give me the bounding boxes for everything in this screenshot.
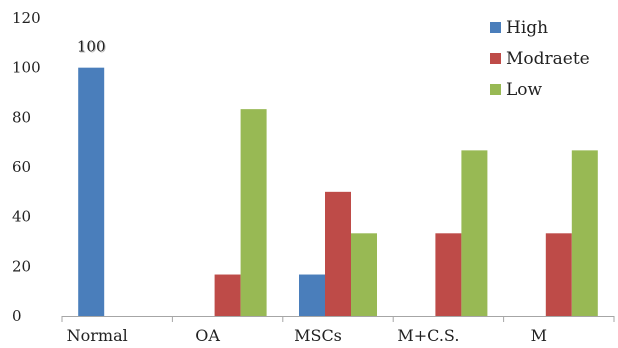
bar-modraete-m	[545, 233, 572, 316]
x-axis-ticks	[61, 316, 615, 322]
y-tick-label: 120	[12, 9, 41, 27]
y-tick-label: 0	[12, 307, 22, 325]
x-category-label: MSCs	[294, 326, 342, 345]
legend-label: High	[506, 18, 548, 38]
data-label: 100	[77, 38, 106, 56]
legend-label: Modraete	[506, 49, 590, 69]
y-axis-ticks: 0 20 40 60 80 100 120	[12, 9, 41, 325]
bar-low-m	[571, 150, 598, 316]
y-tick-label: 40	[12, 208, 31, 226]
bars	[78, 67, 598, 317]
legend-swatch-low	[490, 84, 501, 95]
y-tick-label: 80	[12, 108, 31, 126]
bar-modraete-m-c-s-	[435, 233, 462, 316]
x-category-label: M	[531, 326, 547, 345]
x-axis-category-labels: Normal OA MSCs M+C.S. M	[67, 326, 547, 345]
y-tick-label: 20	[12, 257, 31, 275]
data-label-shadow: 100	[78, 39, 107, 57]
bar-low-mscs	[351, 233, 377, 316]
legend-swatch-modraete	[490, 53, 501, 64]
bar-modraete-mscs	[325, 191, 351, 316]
legend-swatch-high	[490, 22, 501, 33]
x-category-label: OA	[195, 326, 220, 345]
legend: High Modraete Low	[490, 18, 590, 100]
x-category-label: Normal	[67, 326, 128, 345]
bar-modraete-oa	[214, 274, 241, 316]
x-category-label: M+C.S.	[397, 326, 459, 345]
y-tick-label: 60	[12, 158, 31, 176]
bar-low-m-c-s-	[461, 150, 488, 316]
y-tick-label: 100	[12, 59, 41, 77]
bar-low-oa	[240, 109, 267, 316]
bar-high-mscs	[299, 274, 325, 316]
legend-label: Low	[506, 80, 543, 100]
bar-high-normal	[78, 67, 105, 317]
